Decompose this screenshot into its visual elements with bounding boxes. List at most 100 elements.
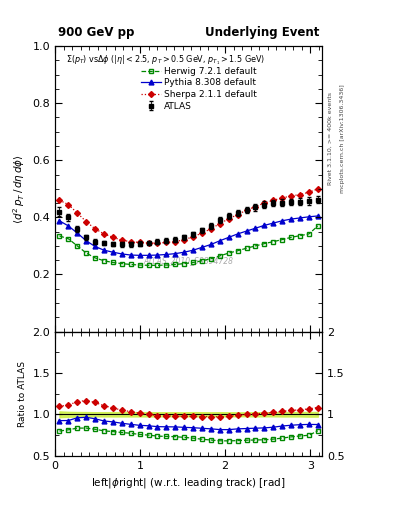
Text: 900 GeV pp: 900 GeV pp xyxy=(58,26,134,39)
Sherpa 2.1.1 default xyxy=(137,240,142,246)
Herwig 7.2.1 default xyxy=(253,243,258,249)
Pythia 8.308 default xyxy=(66,223,71,229)
Sherpa 2.1.1 default xyxy=(66,201,71,207)
Pythia 8.308 default xyxy=(155,252,160,258)
Sherpa 2.1.1 default xyxy=(182,237,187,243)
Herwig 7.2.1 default xyxy=(226,250,231,256)
Y-axis label: $\langle d^2\, p_T\,/\,d\eta\,d\phi \rangle$: $\langle d^2\, p_T\,/\,d\eta\,d\phi \ran… xyxy=(11,154,27,224)
Sherpa 2.1.1 default xyxy=(155,240,160,246)
Herwig 7.2.1 default xyxy=(316,223,320,229)
Herwig 7.2.1 default xyxy=(129,262,133,268)
Sherpa 2.1.1 default xyxy=(57,197,62,203)
Herwig 7.2.1 default xyxy=(93,255,97,261)
Herwig 7.2.1 default xyxy=(110,260,115,266)
Sherpa 2.1.1 default xyxy=(129,239,133,245)
Pythia 8.308 default xyxy=(137,252,142,259)
Pythia 8.308 default xyxy=(298,215,302,221)
X-axis label: left$|\phi$right$|$ (w.r.t. leading track) [rad]: left$|\phi$right$|$ (w.r.t. leading trac… xyxy=(92,476,286,490)
Herwig 7.2.1 default xyxy=(271,239,275,245)
Herwig 7.2.1 default xyxy=(155,262,160,268)
Pythia 8.308 default xyxy=(57,218,62,224)
Herwig 7.2.1 default xyxy=(209,255,213,262)
Sherpa 2.1.1 default xyxy=(307,189,311,195)
Y-axis label: Ratio to ATLAS: Ratio to ATLAS xyxy=(18,360,27,426)
Herwig 7.2.1 default xyxy=(137,262,142,268)
Sherpa 2.1.1 default xyxy=(253,203,258,209)
Pythia 8.308 default xyxy=(289,216,294,222)
Text: $\Sigma(p_T)$ vs$\Delta\phi$ ($|\eta|<2.5$, $p_T>0.5$ GeV, $p_{T_1}>1.5$ GeV): $\Sigma(p_T)$ vs$\Delta\phi$ ($|\eta|<2.… xyxy=(66,53,265,67)
Herwig 7.2.1 default xyxy=(298,232,302,239)
Sherpa 2.1.1 default xyxy=(298,191,302,198)
Sherpa 2.1.1 default xyxy=(226,216,231,222)
Sherpa 2.1.1 default xyxy=(280,195,285,201)
Herwig 7.2.1 default xyxy=(182,261,187,267)
Pythia 8.308 default xyxy=(253,225,258,231)
Text: Underlying Event: Underlying Event xyxy=(205,26,320,39)
Pythia 8.308 default xyxy=(244,228,249,234)
Sherpa 2.1.1 default xyxy=(119,237,124,243)
Sherpa 2.1.1 default xyxy=(235,211,240,218)
Herwig 7.2.1 default xyxy=(307,231,311,237)
Pythia 8.308 default xyxy=(235,231,240,237)
Sherpa 2.1.1 default xyxy=(146,240,151,246)
Sherpa 2.1.1 default xyxy=(244,207,249,214)
Herwig 7.2.1 default xyxy=(200,258,204,264)
Pythia 8.308 default xyxy=(164,251,169,258)
Line: Herwig 7.2.1 default: Herwig 7.2.1 default xyxy=(57,224,320,268)
Herwig 7.2.1 default xyxy=(173,262,178,268)
Herwig 7.2.1 default xyxy=(102,258,107,264)
Sherpa 2.1.1 default xyxy=(289,193,294,199)
Herwig 7.2.1 default xyxy=(164,262,169,268)
Line: Pythia 8.308 default: Pythia 8.308 default xyxy=(57,214,320,258)
Legend: Herwig 7.2.1 default, Pythia 8.308 default, Sherpa 2.1.1 default, ATLAS: Herwig 7.2.1 default, Pythia 8.308 defau… xyxy=(137,63,261,114)
Sherpa 2.1.1 default xyxy=(262,200,267,206)
Herwig 7.2.1 default xyxy=(235,248,240,254)
Pythia 8.308 default xyxy=(226,234,231,241)
Pythia 8.308 default xyxy=(75,230,80,236)
Text: ATLAS_2010_S8894728: ATLAS_2010_S8894728 xyxy=(143,255,234,265)
Pythia 8.308 default xyxy=(182,249,187,255)
Pythia 8.308 default xyxy=(316,213,320,219)
Pythia 8.308 default xyxy=(110,249,115,255)
Herwig 7.2.1 default xyxy=(289,234,294,241)
Text: mcplots.cern.ch [arXiv:1306.3436]: mcplots.cern.ch [arXiv:1306.3436] xyxy=(340,84,345,193)
Pythia 8.308 default xyxy=(280,218,285,224)
Herwig 7.2.1 default xyxy=(146,262,151,268)
Sherpa 2.1.1 default xyxy=(316,186,320,192)
Pythia 8.308 default xyxy=(262,222,267,228)
Line: Sherpa 2.1.1 default: Sherpa 2.1.1 default xyxy=(57,187,320,245)
Herwig 7.2.1 default xyxy=(119,261,124,267)
Herwig 7.2.1 default xyxy=(191,260,195,266)
Pythia 8.308 default xyxy=(173,250,178,257)
Pythia 8.308 default xyxy=(119,251,124,257)
Sherpa 2.1.1 default xyxy=(271,197,275,203)
Sherpa 2.1.1 default xyxy=(75,210,80,216)
Herwig 7.2.1 default xyxy=(280,237,285,243)
Herwig 7.2.1 default xyxy=(262,241,267,247)
Sherpa 2.1.1 default xyxy=(209,226,213,232)
Pythia 8.308 default xyxy=(146,252,151,259)
Herwig 7.2.1 default xyxy=(217,253,222,259)
Pythia 8.308 default xyxy=(209,242,213,248)
Sherpa 2.1.1 default xyxy=(173,239,178,245)
Pythia 8.308 default xyxy=(217,238,222,244)
Pythia 8.308 default xyxy=(200,244,204,250)
Sherpa 2.1.1 default xyxy=(217,221,222,227)
Pythia 8.308 default xyxy=(191,247,195,253)
Herwig 7.2.1 default xyxy=(84,250,88,256)
Sherpa 2.1.1 default xyxy=(93,226,97,232)
Pythia 8.308 default xyxy=(271,220,275,226)
Herwig 7.2.1 default xyxy=(66,236,71,242)
Pythia 8.308 default xyxy=(93,243,97,249)
Pythia 8.308 default xyxy=(129,252,133,258)
Sherpa 2.1.1 default xyxy=(84,219,88,225)
Sherpa 2.1.1 default xyxy=(200,230,204,236)
Sherpa 2.1.1 default xyxy=(191,233,195,240)
Text: Rivet 3.1.10, >= 400k events: Rivet 3.1.10, >= 400k events xyxy=(328,92,333,185)
Herwig 7.2.1 default xyxy=(244,245,249,251)
Pythia 8.308 default xyxy=(84,238,88,244)
Pythia 8.308 default xyxy=(307,214,311,220)
Herwig 7.2.1 default xyxy=(57,233,62,239)
Sherpa 2.1.1 default xyxy=(102,231,107,237)
Herwig 7.2.1 default xyxy=(75,243,80,249)
